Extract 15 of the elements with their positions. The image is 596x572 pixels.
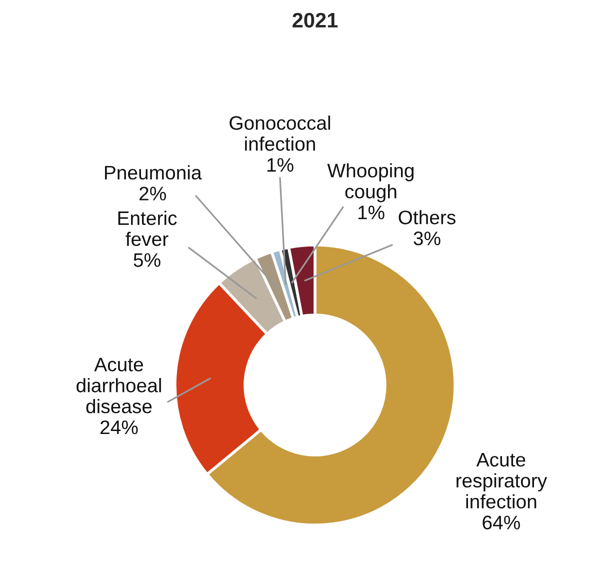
data-label: 5% [134, 253, 160, 267]
slice-label: Enteric fever [118, 210, 177, 246]
data-label: 24% [100, 420, 138, 434]
data-label: 1% [358, 206, 384, 220]
data-label: 3% [414, 232, 440, 246]
data-label: 64% [482, 516, 520, 530]
slice-label: Acute respiratory infection [456, 453, 548, 508]
slice-label: Gonococcal infection [230, 116, 330, 151]
slice-label: Whooping cough [327, 163, 414, 202]
chart-title: 2021 [292, 12, 338, 28]
data-label: 2% [140, 186, 166, 200]
slice-label: Others [398, 210, 456, 224]
slice-label: Pneumonia [105, 165, 202, 180]
data-label: 1% [267, 158, 294, 172]
slice-label: Acute diarrhoeal disease [76, 358, 161, 414]
